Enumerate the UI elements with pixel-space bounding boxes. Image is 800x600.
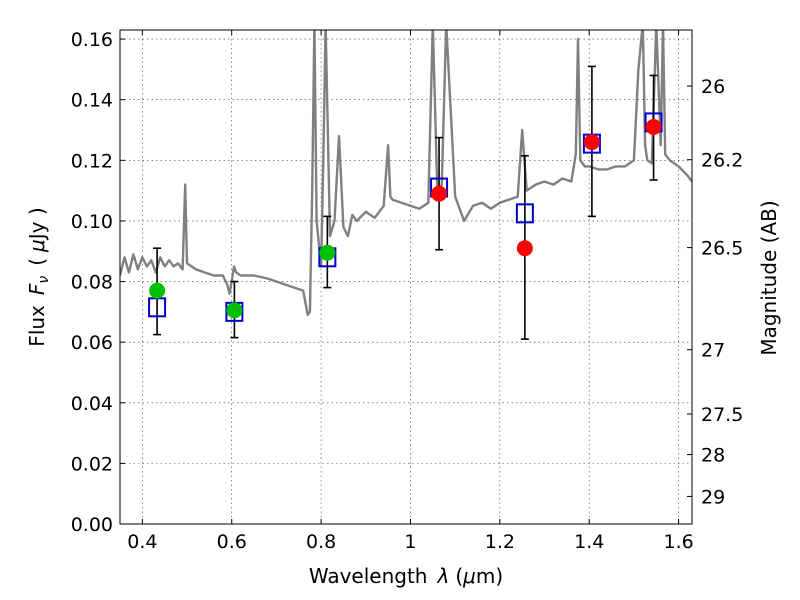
- model-photometry-square: [515, 203, 534, 224]
- y-axis-symbol: F: [25, 283, 49, 295]
- observed-point: [583, 134, 600, 151]
- y-axis-unit-open: (: [25, 258, 49, 266]
- x-tick-label: 0.8: [306, 531, 336, 553]
- observed-point: [431, 185, 448, 202]
- y2-tick-label: 26.2: [701, 150, 743, 172]
- spectrum-line: [120, 30, 692, 317]
- y-tick-label: 0.14: [71, 90, 113, 112]
- y-tick-label: 0.10: [71, 211, 113, 233]
- x-axis-unit-mu: μ: [462, 564, 476, 588]
- x-tick-label: 1: [404, 531, 416, 553]
- x-tick-label: 0.4: [127, 531, 157, 553]
- y-tick-label: 0.04: [71, 393, 113, 415]
- y-tick-label: 0.06: [71, 332, 113, 354]
- x-axis-unit-rest: m): [476, 564, 503, 588]
- y2-tick-label: 26: [701, 76, 725, 98]
- y2-tick-label: 29: [701, 486, 725, 508]
- y-tick-label: 0.02: [71, 453, 113, 475]
- y2-tick-label: 27.5: [701, 404, 743, 426]
- y-axis-symbol-sub: ν: [36, 276, 52, 284]
- x-axis-title-text: Wavelength: [309, 564, 428, 588]
- y-axis-title: Flux Fν ( μJy ): [25, 207, 52, 346]
- y-axis-title-text: Flux: [25, 305, 49, 347]
- grid-lines: [120, 30, 692, 525]
- x-tick-label: 1.4: [574, 531, 604, 553]
- x-tick-label: 0.6: [217, 531, 247, 553]
- y2-tick-label: 28: [701, 445, 725, 467]
- y2-tick-label: 27: [701, 340, 725, 362]
- y-tick-label: 0.16: [71, 29, 113, 51]
- data-markers: [148, 112, 663, 322]
- observed-point: [319, 244, 336, 261]
- y2-tick-label: 26.5: [701, 238, 743, 260]
- y-tick-label: 0.12: [71, 150, 113, 172]
- y-axis-unit-rest: Jy ): [25, 207, 49, 241]
- model-spectrum: [120, 30, 692, 317]
- x-tick-label: 1.6: [663, 531, 693, 553]
- observed-point: [645, 118, 662, 135]
- x-tick-label: 1.2: [485, 531, 515, 553]
- y-axis-unit-mu: μ: [25, 239, 49, 253]
- y-tick-label: 0.00: [71, 514, 113, 536]
- axis-ticks: 0.4 0.6 0.8 1 1.2 1.4 1.6 0.00 0.02 0.04 0.06 0.08 0…: [71, 29, 744, 553]
- observed-point: [149, 282, 166, 299]
- plot-frame: [119, 29, 693, 525]
- x-axis-unit-open: (: [455, 564, 463, 588]
- observed-point: [226, 302, 243, 319]
- y-tick-label: 0.08: [71, 272, 113, 294]
- x-axis-title: Wavelength λ (μm): [309, 564, 503, 588]
- y2-axis-title: Magnitude (AB): [757, 200, 781, 355]
- x-axis-symbol: λ: [436, 564, 449, 588]
- observed-point: [516, 240, 533, 257]
- error-bars: [153, 65, 658, 340]
